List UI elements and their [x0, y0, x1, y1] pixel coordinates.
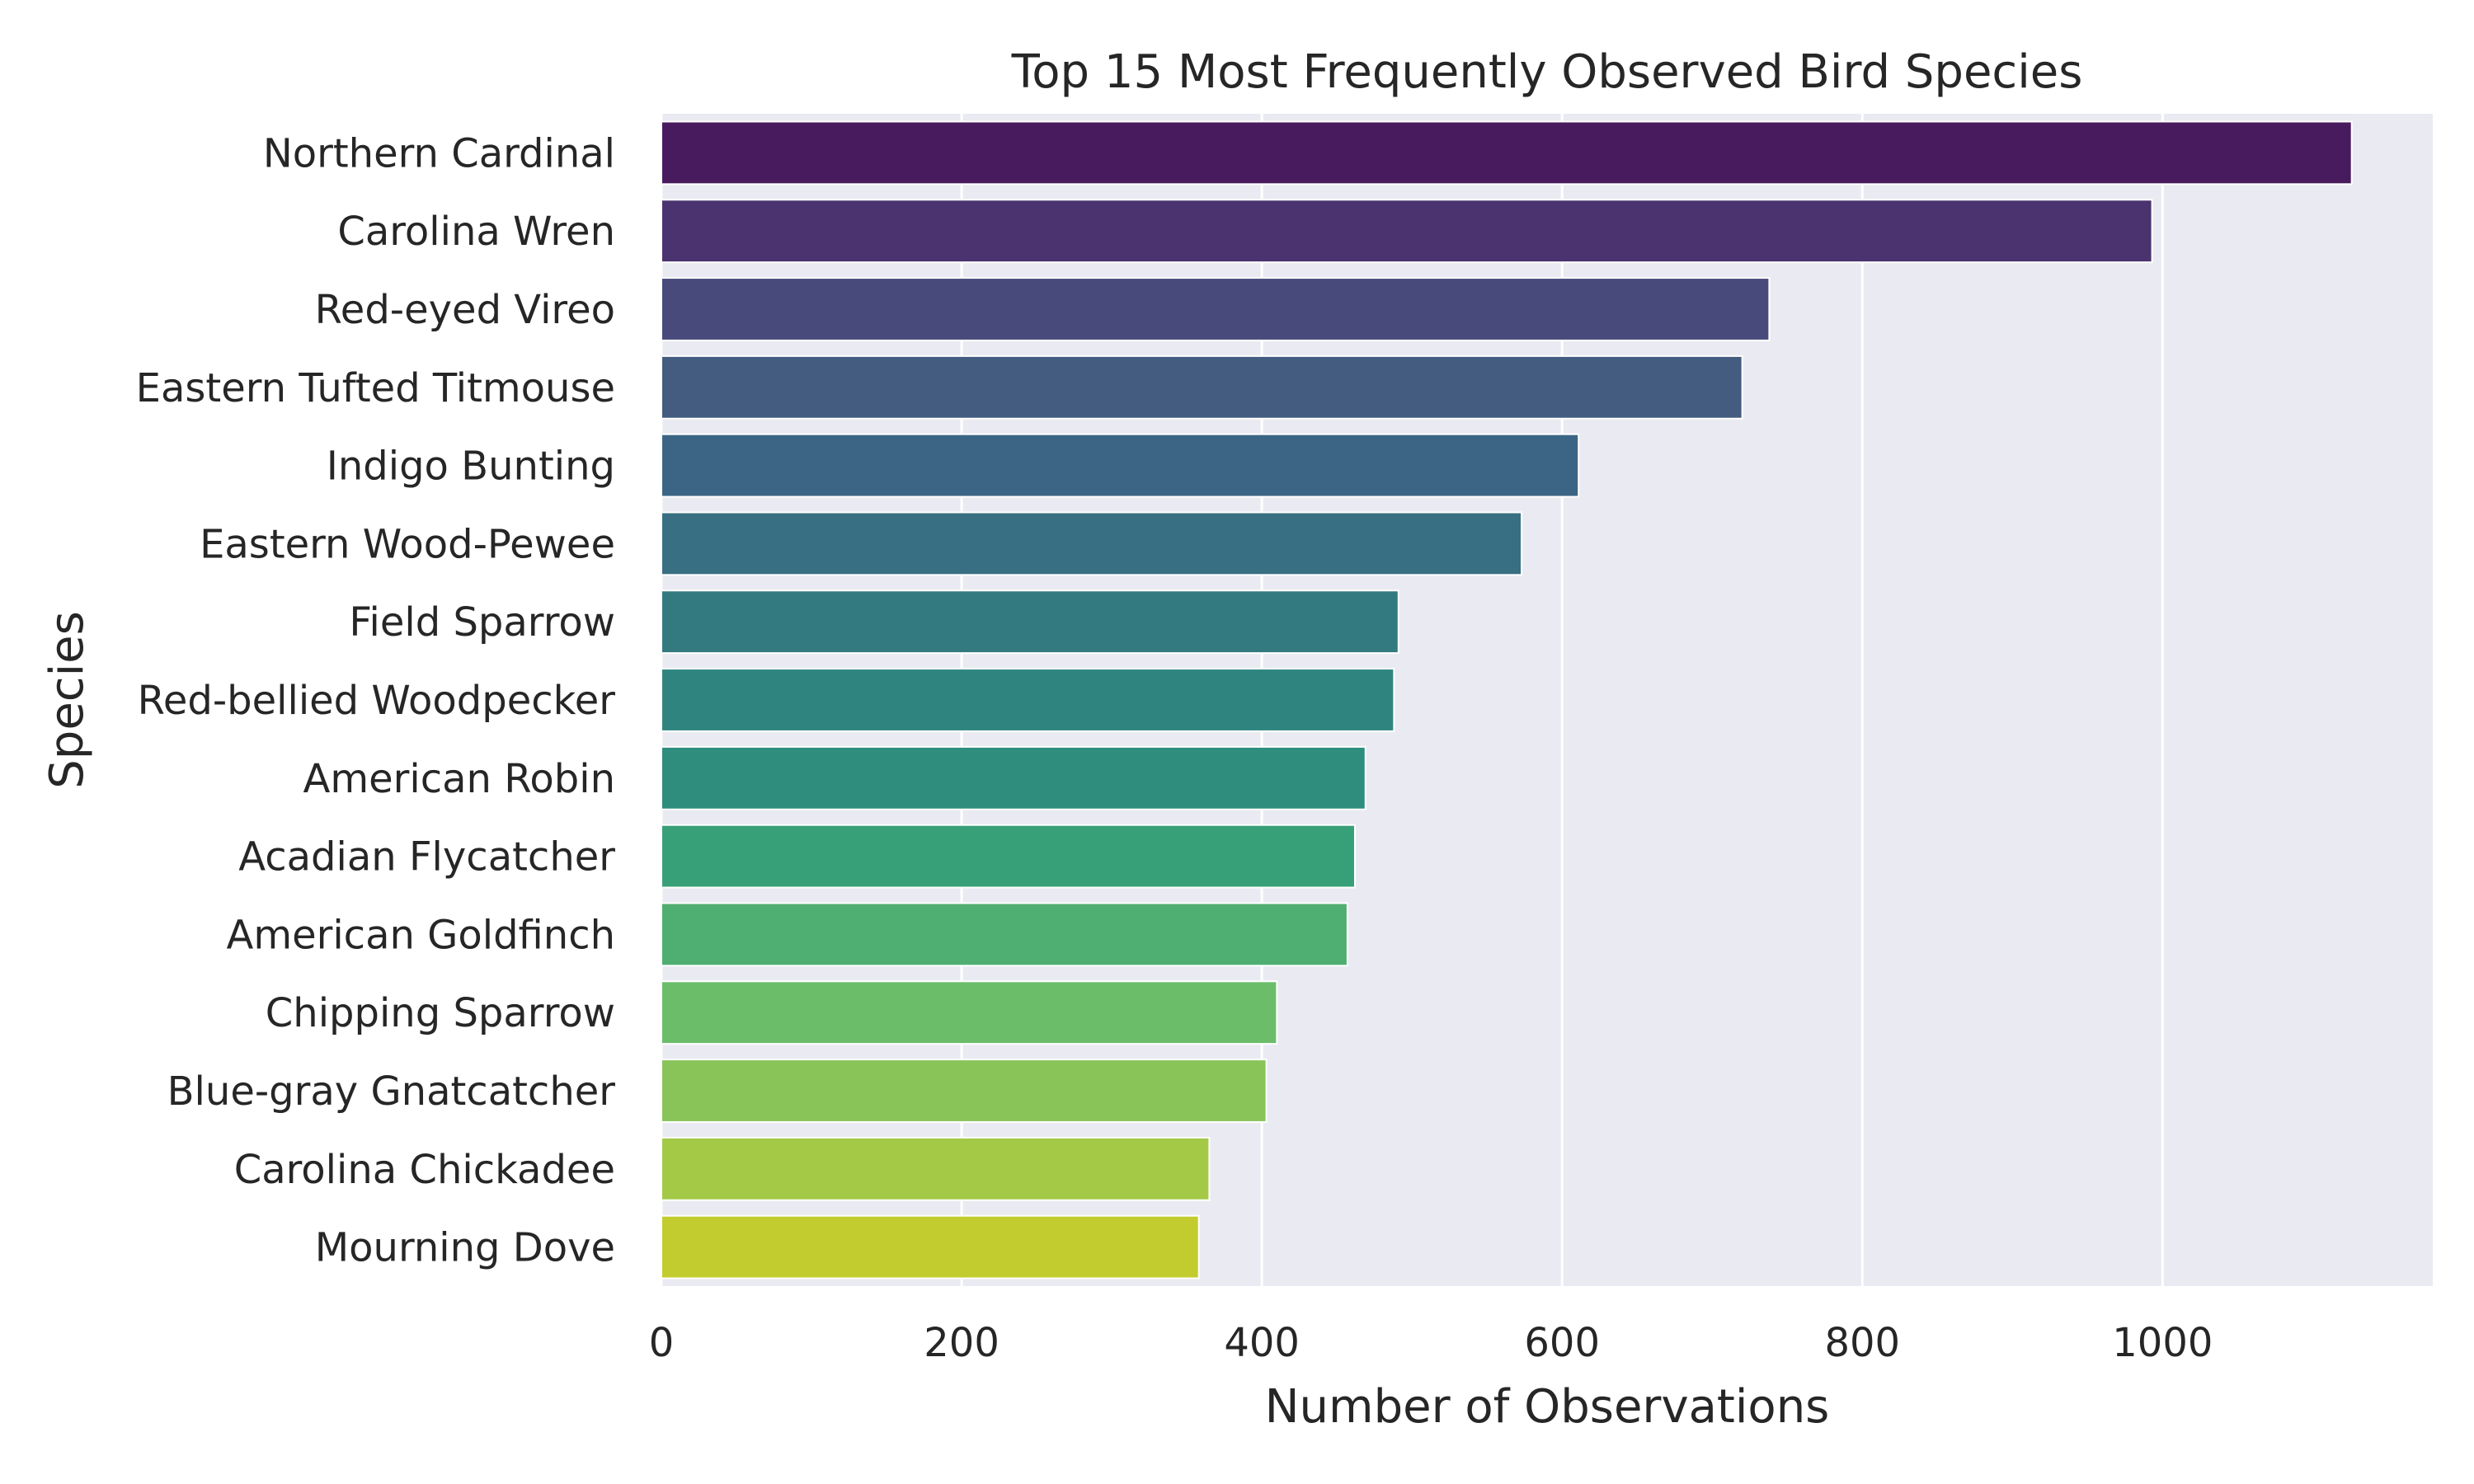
bar	[661, 120, 2353, 186]
x-tick-label: 200	[924, 1320, 999, 1366]
y-category-label: Blue-gray Gnatcatcher	[167, 1068, 616, 1115]
x-tick-labels: 0 200 400 600 800 1000	[649, 1320, 2213, 1366]
y-category-label: Chipping Sparrow	[266, 990, 615, 1036]
y-category-label: Northern Cardinal	[263, 130, 615, 176]
chart-title: Top 15 Most Frequently Observed Bird Spe…	[1011, 45, 2083, 99]
x-tick-label: 0	[649, 1320, 675, 1366]
bar	[661, 277, 1771, 341]
bar	[661, 980, 1278, 1045]
bar	[661, 433, 1580, 498]
bar	[661, 745, 1366, 810]
x-tick-label: 600	[1524, 1320, 1600, 1366]
bar	[661, 668, 1395, 732]
bar	[661, 1214, 1200, 1280]
y-category-label: Red-eyed Vireo	[315, 287, 615, 333]
y-category-label: Mourning Dove	[315, 1225, 615, 1271]
x-axis-label: Number of Observations	[1265, 1380, 1830, 1434]
bar	[661, 902, 1348, 967]
bar	[661, 589, 1399, 655]
y-category-label: Field Sparrow	[349, 599, 615, 646]
bar	[661, 511, 1523, 576]
x-tick-label: 800	[1824, 1320, 1900, 1366]
y-axis-label: Species	[40, 611, 94, 789]
y-category-labels: Northern Cardinal Carolina Wren Red-eyed V…	[136, 130, 616, 1270]
y-category-label: Carolina Chickadee	[234, 1147, 615, 1193]
bar	[661, 355, 1743, 420]
bar	[661, 199, 2153, 264]
y-category-label: Acadian Flycatcher	[238, 834, 615, 881]
y-category-label: American Robin	[303, 756, 615, 802]
x-tick-label: 1000	[2112, 1320, 2213, 1366]
y-category-label: American Goldfinch	[226, 912, 615, 958]
y-category-label: Indigo Bunting	[327, 444, 615, 490]
y-category-label: Red-bellied Woodpecker	[138, 678, 616, 724]
bars	[661, 120, 2353, 1280]
bar	[661, 824, 1356, 889]
y-category-label: Carolina Wren	[337, 209, 615, 255]
y-category-label: Eastern Wood-Pewee	[200, 521, 615, 567]
bar	[661, 1059, 1268, 1123]
x-tick-label: 400	[1224, 1320, 1300, 1366]
y-category-label: Eastern Tufted Titmouse	[136, 365, 615, 411]
bar	[661, 1136, 1211, 1201]
